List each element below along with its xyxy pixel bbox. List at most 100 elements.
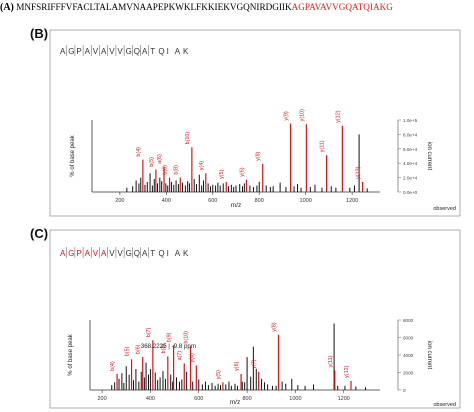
panel-c-peptide-residue: A: [101, 249, 107, 258]
panel-c-peak-label: b(6): [136, 344, 142, 354]
panel-c-frame: [49, 229, 461, 409]
panel-b-x-tick-label: 1200: [346, 198, 358, 204]
panel-b-peak-label: b(8): [173, 165, 179, 175]
panel-b-right-tick-label: 4.0e+4: [403, 161, 418, 166]
panel-b-peptide-residue: A: [175, 47, 181, 56]
panel-b-label: (B): [30, 26, 49, 41]
panel-c-peak-label: a(7): [177, 351, 183, 361]
panel-c-y-axis-label-left: % of base peak: [68, 333, 74, 375]
panel-b-peak-label: y(5): [219, 169, 225, 178]
panel-c-peak-label: y(6): [234, 361, 240, 370]
panel-b-peak-label: y(12): [335, 110, 341, 122]
panel-c-peak-label: y(12): [344, 365, 350, 377]
panel-c-peak-label: y(7): [252, 359, 258, 368]
panel-a-label: (A): [0, 2, 14, 13]
panel-c-y-axis-label-right: ion current: [426, 341, 432, 370]
panel-b-frame: [49, 29, 461, 217]
panel-c-peak-label: y(11): [328, 355, 334, 367]
panel-b-y-axis-label-right: ion current: [426, 142, 432, 171]
panel-c-right-tick-label: 8000: [403, 318, 414, 323]
panel-c-x-tick-label: 800: [242, 396, 251, 402]
panel-c-peptide-residue: A: [85, 249, 91, 258]
panel-b-peptide-residue: A: [85, 47, 91, 56]
panel-c-x-tick-label: 1000: [289, 396, 301, 402]
panel-b-peptide-residue: K: [183, 47, 189, 56]
panel-c-peptide-residue: A: [142, 249, 148, 258]
panel-b-peak-label: b(10): [185, 132, 191, 145]
panel-b-y-axis-label-left: % of base peak: [70, 134, 76, 176]
panel-b-peptide-residue: V: [93, 47, 99, 56]
panel-b-peptide-residue: P: [76, 47, 81, 56]
panel-c-peptide-residue: I: [167, 249, 169, 258]
panel-c-right-tick-label: 0: [403, 388, 406, 393]
panel-b-peak-label: a(6): [157, 154, 163, 164]
panel-b-peak-label: b(6): [163, 165, 169, 175]
panel-b-x-tick-label: 200: [115, 198, 124, 204]
panel-c-observed-label: observed: [433, 402, 456, 408]
panel-b-peak-label: b(4): [136, 147, 142, 157]
panel-c-mass-annotation: 368.2225 | -9.8 ppm: [141, 343, 196, 350]
panel-b-x-tick-label: 800: [255, 198, 264, 204]
panel-c-x-tick-label: 1200: [338, 396, 350, 402]
panel-c-peptide-residue: G: [126, 249, 132, 258]
panel-c-peptide-residue: T: [150, 249, 155, 258]
panel-c-peptide-residue: Q: [158, 249, 164, 258]
panel-c-peptide-residue: Q: [134, 249, 140, 258]
panel-b-peptide-residue: I: [167, 47, 169, 56]
panel-c-peptide-residue: V: [93, 249, 99, 258]
panel-b-x-tick-label: 600: [208, 198, 217, 204]
panel-b-peptide-residue: V: [117, 47, 123, 56]
panel-c-peptide-residue: K: [183, 249, 189, 258]
protein-sequence-line: (A) MNFSRIFFFVFACLTALAMVNAAPEPKWKLFKKIEK…: [0, 0, 474, 14]
panel-c-peptide-residue: G: [68, 249, 74, 258]
panel-c-label: (C): [30, 226, 49, 241]
panel-b-peak-label: b(5): [149, 157, 155, 167]
panel-b-peptide-residue: G: [126, 47, 132, 56]
sequence-matched-peptide: AGPAVAVVGQATQIAKG: [291, 2, 393, 12]
panel-b-peptide-residue: G: [68, 47, 74, 56]
panel-c-peak-label: b(9): [167, 332, 173, 342]
panel-c-right-tick-label: 4000: [403, 353, 414, 358]
panel-b-peak-label: y(10): [299, 109, 305, 121]
panel-b-observed-label: observed: [433, 206, 456, 212]
panel-b-right-tick-label: 1.0e+5: [403, 118, 418, 123]
panel-b-x-axis-label: m/z: [231, 202, 241, 209]
sequence-unmatched: MNFSRIFFFVFACLTALAMVNAAPEPKWKLFKKIEKVGQN…: [16, 2, 292, 12]
panel-c-peak-label: b(5): [125, 346, 131, 356]
panel-b-peptide-residue: V: [109, 47, 115, 56]
panel-c-x-tick-label: 400: [146, 396, 155, 402]
panel-c-peptide-residue: P: [76, 249, 81, 258]
panel-b-right-tick-label: 8.0e+4: [403, 132, 418, 137]
panel-c-peak-label: y(8): [272, 322, 278, 331]
panel-b-right-tick-label: 0.0e+0: [403, 190, 418, 195]
panel-c-peptide-residue: A: [60, 249, 66, 258]
panel-b-peak-label: y(4): [199, 161, 205, 170]
panel-b-peptide-residue: A: [142, 47, 148, 56]
panel-b-peptide-residue: A: [60, 47, 66, 56]
panel-b-x-tick-label: 400: [162, 198, 171, 204]
panel-c-x-tick-label: 600: [194, 396, 203, 402]
panel-b-peak-label: y(13): [356, 166, 362, 178]
panel-c-peptide-residue: A: [175, 249, 181, 258]
panel-c-peptide-residue: V: [117, 249, 123, 258]
panel-b-peptide-residue: A: [101, 47, 107, 56]
panel-b-peptide-residue: Q: [134, 47, 140, 56]
panel-c-x-axis-label: m/z: [230, 399, 240, 406]
panel-b-right-tick-label: 2.0e+4: [403, 176, 418, 181]
panel-c-peak-label: b(10): [184, 331, 190, 344]
panel-c-peptide-residue: V: [109, 249, 115, 258]
panel-b-peptide-residue: T: [150, 47, 155, 56]
panel-b-peak-label: y(11): [320, 140, 326, 152]
panel-b-peptide-residue: Q: [158, 47, 164, 56]
panel-c-peak-label: b(8): [161, 344, 167, 354]
panel-b-right-tick-label: 6.0e+4: [403, 147, 418, 152]
panel-c-right-tick-label: 2000: [403, 371, 414, 376]
panel-b-peak-label: y(9): [284, 111, 290, 120]
panel-c-peak-label: y(5): [216, 370, 222, 379]
panel-c-x-tick-label: 200: [97, 396, 106, 402]
panel-b-peak-label: y(6): [239, 167, 245, 176]
panel-b-x-tick-label: 1000: [300, 198, 312, 204]
panel-b-peak-label: y(8): [256, 151, 262, 160]
panel-c-peak-label: b(4): [110, 361, 116, 371]
